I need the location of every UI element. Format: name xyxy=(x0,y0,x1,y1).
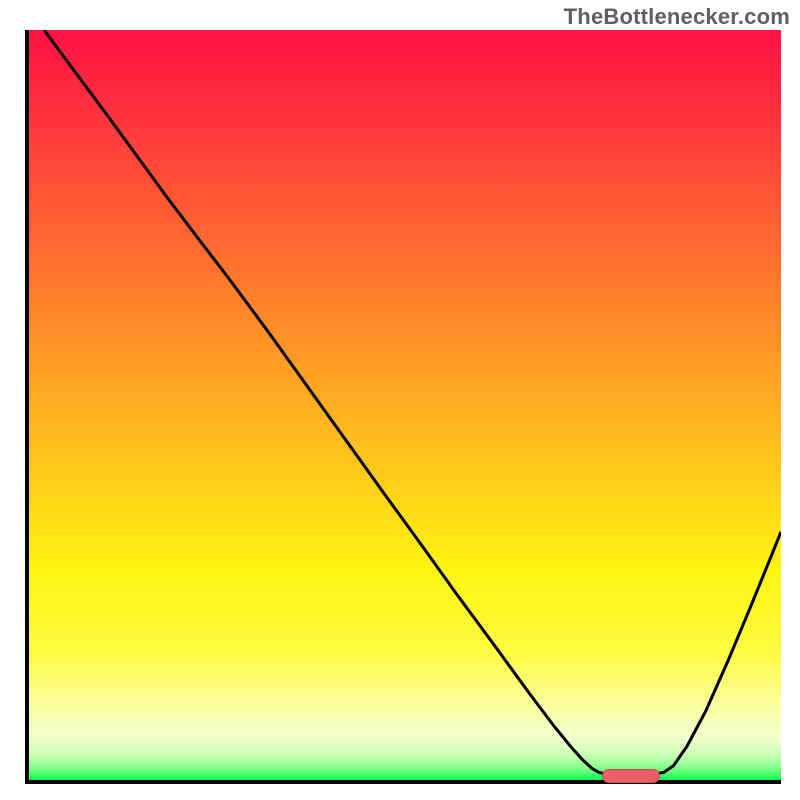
optimal-marker xyxy=(602,769,660,783)
gradient-background xyxy=(29,30,781,780)
watermark-text: TheBottlenecker.com xyxy=(564,4,790,30)
bottleneck-plot xyxy=(25,30,781,784)
chart-frame: TheBottlenecker.com xyxy=(0,0,800,800)
plot-svg xyxy=(29,30,781,780)
